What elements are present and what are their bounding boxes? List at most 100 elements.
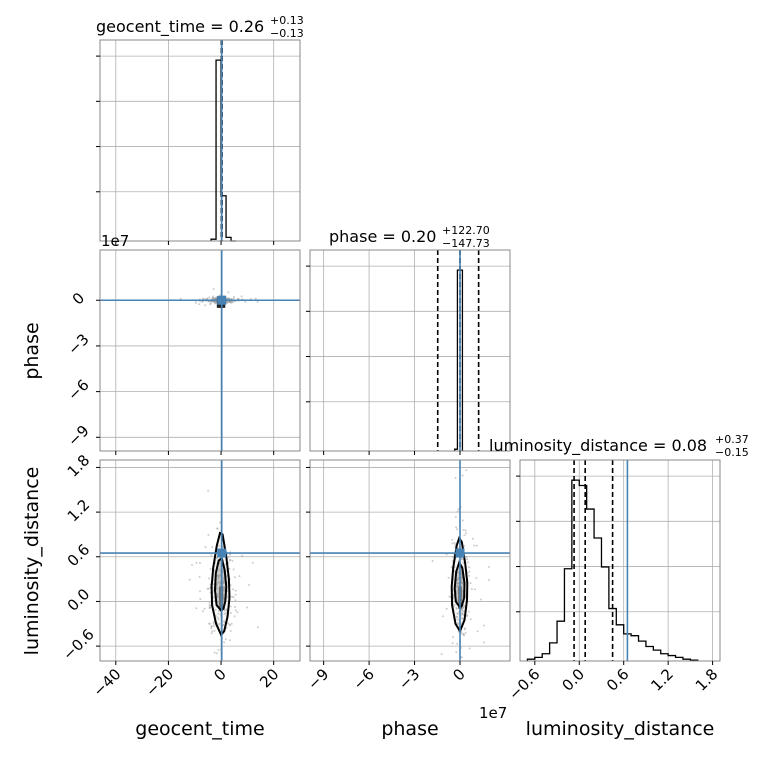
sample-point-phase-luminosity_distance <box>456 510 459 513</box>
xtick-label-geocent_time-1: −20 <box>142 665 177 700</box>
sample-point-geocent_time-phase <box>209 302 212 305</box>
xtick-label-geocent_time-3: 20 <box>256 665 282 691</box>
sample-point-phase-luminosity_distance <box>452 636 455 639</box>
sample-point-phase-luminosity_distance <box>475 544 478 547</box>
panel-phase-luminosity_distance-frame <box>309 459 511 662</box>
sample-point-phase-luminosity_distance <box>467 561 470 564</box>
xtick-label-phase-3: 0 <box>449 665 468 684</box>
sample-point-phase-luminosity_distance <box>454 516 457 518</box>
sample-point-phase-luminosity_distance <box>465 532 468 535</box>
sample-point-phase-luminosity_distance <box>461 558 464 561</box>
sample-point-geocent_time-phase <box>232 297 235 300</box>
panel-geocent_time-geocent_time-background <box>100 40 300 241</box>
sample-point-geocent_time-luminosity_distance <box>234 593 237 596</box>
sample-point-phase-luminosity_distance <box>469 618 472 621</box>
sample-point-phase-luminosity_distance <box>456 581 459 584</box>
sample-point-geocent_time-luminosity_distance <box>211 546 214 549</box>
sample-point-geocent_time-phase <box>254 297 257 300</box>
sample-point-geocent_time-luminosity_distance <box>232 568 235 571</box>
sample-point-geocent_time-luminosity_distance <box>212 622 215 625</box>
ytick-label-luminosity_distance-1: 0.0 <box>64 585 94 615</box>
sample-point-geocent_time-phase <box>226 302 229 305</box>
sample-point-geocent_time-luminosity_distance <box>229 605 232 608</box>
sample-point-geocent_time-phase <box>211 296 214 299</box>
panel-backgrounds <box>100 40 720 661</box>
sample-point-geocent_time-luminosity_distance <box>234 609 237 612</box>
sample-point-geocent_time-luminosity_distance <box>248 584 251 586</box>
sample-point-geocent_time-phase <box>200 300 203 303</box>
sample-point-geocent_time-luminosity_distance <box>201 610 204 613</box>
sample-point-geocent_time-luminosity_distance <box>229 558 232 561</box>
sample-point-geocent_time-luminosity_distance <box>199 598 202 601</box>
sample-point-geocent_time-luminosity_distance <box>217 617 220 620</box>
sample-point-geocent_time-luminosity_distance <box>210 625 213 628</box>
panel-phase-luminosity_distance-background <box>310 460 510 661</box>
xtick-label-luminosity_distance-1: 0.0 <box>558 665 588 695</box>
panel-geocent_time-geocent_time-frame <box>99 39 301 242</box>
sample-point-phase-luminosity_distance <box>451 556 454 558</box>
sample-point-geocent_time-luminosity_distance <box>219 581 221 584</box>
sample-point-geocent_time-luminosity_distance <box>204 546 207 549</box>
sample-point-phase-luminosity_distance <box>471 537 474 540</box>
sample-point-phase-luminosity_distance <box>460 581 463 584</box>
sample-point-geocent_time-luminosity_distance <box>218 574 221 576</box>
xtick-label-luminosity_distance-2: 0.6 <box>603 665 633 695</box>
sample-point-phase-luminosity_distance <box>469 582 472 585</box>
sample-point-geocent_time-luminosity_distance <box>223 579 226 582</box>
sample-point-geocent_time-luminosity_distance <box>213 629 216 632</box>
sample-point-phase-luminosity_distance <box>482 624 485 627</box>
sample-point-phase-luminosity_distance <box>452 603 455 606</box>
title-geocent-time-plus: +0.13 <box>270 14 304 27</box>
xlabel-luminosity-distance: luminosity_distance <box>526 718 715 740</box>
panel-geocent_time-luminosity_distance-background <box>100 460 300 661</box>
sample-point-phase-luminosity_distance <box>460 578 463 581</box>
sample-point-geocent_time-luminosity_distance <box>234 589 237 592</box>
sample-point-phase-luminosity_distance <box>463 534 466 537</box>
sample-point-phase-luminosity_distance <box>462 562 465 564</box>
sample-point-phase-luminosity_distance <box>483 641 485 644</box>
sample-point-phase-luminosity_distance <box>462 610 464 613</box>
sample-point-phase-luminosity_distance <box>462 529 465 531</box>
sample-point-geocent_time-luminosity_distance <box>229 639 231 642</box>
sample-point-geocent_time-phase <box>256 300 259 303</box>
sample-point-geocent_time-luminosity_distance <box>208 601 211 604</box>
sample-point-geocent_time-luminosity_distance <box>203 607 206 610</box>
sample-point-geocent_time-luminosity_distance <box>199 562 201 565</box>
sample-point-geocent_time-luminosity_distance <box>210 627 213 630</box>
sample-point-geocent_time-luminosity_distance <box>234 606 236 608</box>
sample-point-phase-luminosity_distance <box>442 615 444 618</box>
sample-point-geocent_time-phase <box>229 300 232 303</box>
sample-point-geocent_time-luminosity_distance <box>207 587 210 590</box>
xlabel-geocent-time: geocent_time <box>135 718 264 740</box>
sample-point-geocent_time-phase <box>233 295 235 298</box>
data-marks <box>100 40 699 661</box>
sample-point-geocent_time-luminosity_distance <box>241 554 244 557</box>
sample-point-geocent_time-phase <box>208 296 211 299</box>
ylabel-phase: phase <box>21 322 43 379</box>
xtick-label-luminosity_distance-4: 1.8 <box>692 665 722 695</box>
ytick-label-phase-0: −9 <box>64 422 92 450</box>
sample-point-geocent_time-luminosity_distance <box>232 588 235 591</box>
sample-point-geocent_time-luminosity_distance <box>213 651 216 654</box>
sample-point-geocent_time-luminosity_distance <box>216 581 219 584</box>
sample-point-geocent_time-luminosity_distance <box>217 609 220 612</box>
title-geocent-time-minus: −0.13 <box>270 27 304 40</box>
sample-point-geocent_time-luminosity_distance <box>214 608 217 611</box>
sample-point-phase-luminosity_distance <box>474 588 476 591</box>
sample-point-geocent_time-phase <box>227 291 230 294</box>
sample-point-geocent_time-phase <box>249 297 252 300</box>
sample-point-geocent_time-luminosity_distance <box>216 588 218 591</box>
sample-point-phase-luminosity_distance <box>451 538 454 541</box>
sample-point-geocent_time-phase <box>240 295 243 298</box>
xtick-label-phase-2: −3 <box>395 665 423 693</box>
sample-point-geocent_time-luminosity_distance <box>229 612 232 615</box>
sample-point-geocent_time-phase <box>231 300 234 303</box>
sample-point-phase-luminosity_distance <box>462 607 464 609</box>
sample-point-geocent_time-luminosity_distance <box>209 568 212 570</box>
sample-point-geocent_time-phase <box>204 304 207 307</box>
sample-point-geocent_time-luminosity_distance <box>208 577 210 580</box>
sample-point-phase-luminosity_distance <box>461 612 464 615</box>
ytick-label-luminosity_distance-3: 1.2 <box>64 496 94 526</box>
sample-point-geocent_time-luminosity_distance <box>256 626 259 629</box>
sample-point-geocent_time-luminosity_distance <box>207 489 210 492</box>
